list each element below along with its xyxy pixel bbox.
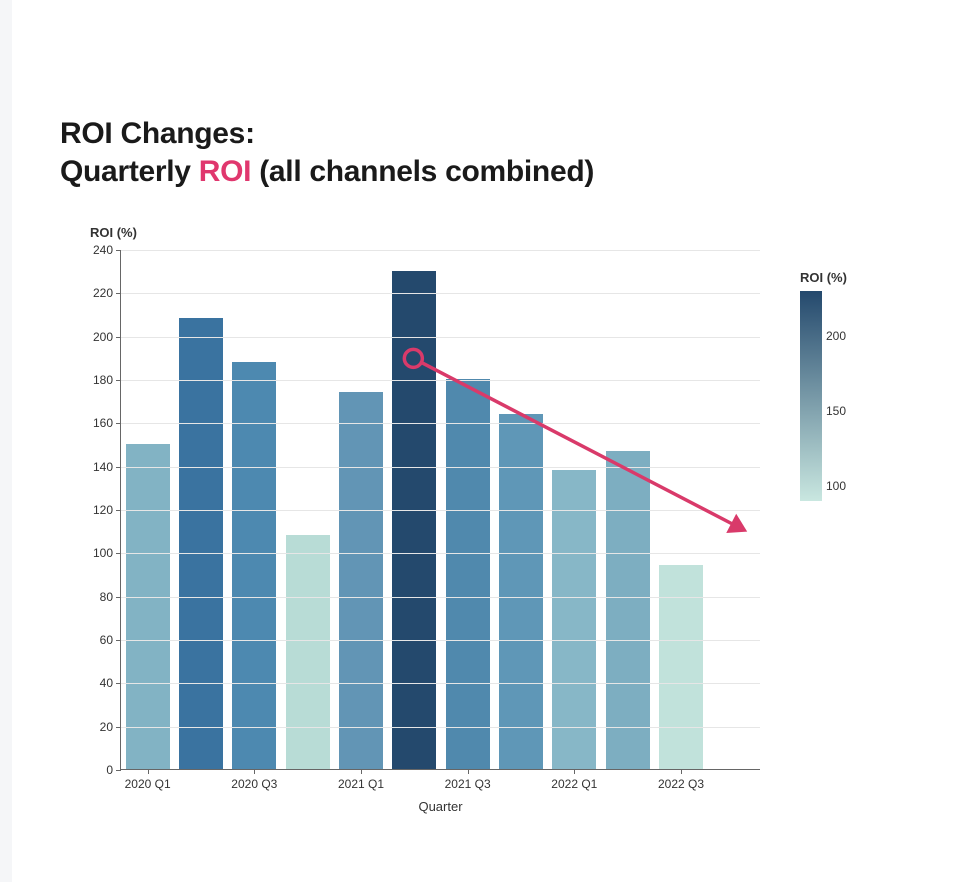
grid-line bbox=[121, 250, 760, 251]
y-tick-label: 100 bbox=[93, 546, 121, 560]
y-axis-title: ROI (%) bbox=[90, 225, 137, 240]
x-tick-label: 2021 Q1 bbox=[338, 769, 384, 791]
y-tick-label: 0 bbox=[106, 763, 121, 777]
plot-area: Quarter 02040608010012014016018020022024… bbox=[120, 250, 760, 770]
grid-line bbox=[121, 597, 760, 598]
bar bbox=[606, 451, 650, 770]
y-tick-label: 240 bbox=[93, 243, 121, 257]
title-line2-suffix: (all channels combined) bbox=[251, 155, 594, 188]
left-decorative-band bbox=[0, 0, 12, 882]
color-legend-ticks: 100 150 200 bbox=[822, 291, 862, 501]
y-tick-label: 140 bbox=[93, 460, 121, 474]
grid-line bbox=[121, 510, 760, 511]
color-legend-tick-label: 150 bbox=[826, 404, 846, 418]
color-legend-tick-label: 200 bbox=[826, 329, 846, 343]
title-line1: ROI Changes: bbox=[60, 115, 594, 153]
grid-line bbox=[121, 727, 760, 728]
y-tick-label: 60 bbox=[100, 633, 121, 647]
grid-line bbox=[121, 640, 760, 641]
color-legend-tick-label: 100 bbox=[826, 479, 846, 493]
bar bbox=[286, 535, 330, 769]
y-tick-label: 180 bbox=[93, 373, 121, 387]
bar bbox=[339, 392, 383, 769]
color-legend: ROI (%) 100 150 200 bbox=[800, 270, 875, 501]
color-legend-title: ROI (%) bbox=[800, 270, 875, 285]
roi-bar-chart: ROI (%) Quarter 020406080100120140160180… bbox=[60, 225, 910, 825]
title-line2-prefix: Quarterly bbox=[60, 155, 199, 188]
y-tick-label: 220 bbox=[93, 286, 121, 300]
grid-line bbox=[121, 683, 760, 684]
x-tick-label: 2020 Q3 bbox=[231, 769, 277, 791]
grid-line bbox=[121, 467, 760, 468]
bar bbox=[179, 318, 223, 769]
y-tick-label: 40 bbox=[100, 676, 121, 690]
y-tick-label: 80 bbox=[100, 590, 121, 604]
color-legend-body: 100 150 200 bbox=[800, 291, 875, 501]
x-tick-label: 2022 Q1 bbox=[551, 769, 597, 791]
bar bbox=[392, 271, 436, 769]
grid-line bbox=[121, 380, 760, 381]
bar bbox=[446, 379, 490, 769]
x-tick-label: 2020 Q1 bbox=[125, 769, 171, 791]
title-line2: Quarterly ROI (all channels combined) bbox=[60, 153, 594, 191]
chart-title: ROI Changes: Quarterly ROI (all channels… bbox=[60, 115, 594, 190]
grid-line bbox=[121, 423, 760, 424]
grid-line bbox=[121, 553, 760, 554]
bar bbox=[126, 444, 170, 769]
y-tick-label: 200 bbox=[93, 330, 121, 344]
title-line2-accent: ROI bbox=[199, 155, 251, 188]
y-tick-label: 20 bbox=[100, 720, 121, 734]
page: ROI Changes: Quarterly ROI (all channels… bbox=[0, 0, 970, 882]
bar bbox=[552, 470, 596, 769]
x-tick-label: 2022 Q3 bbox=[658, 769, 704, 791]
y-tick-label: 160 bbox=[93, 416, 121, 430]
x-tick-label: 2021 Q3 bbox=[445, 769, 491, 791]
grid-line bbox=[121, 293, 760, 294]
y-tick-label: 120 bbox=[93, 503, 121, 517]
color-legend-gradient bbox=[800, 291, 822, 501]
grid-line bbox=[121, 337, 760, 338]
